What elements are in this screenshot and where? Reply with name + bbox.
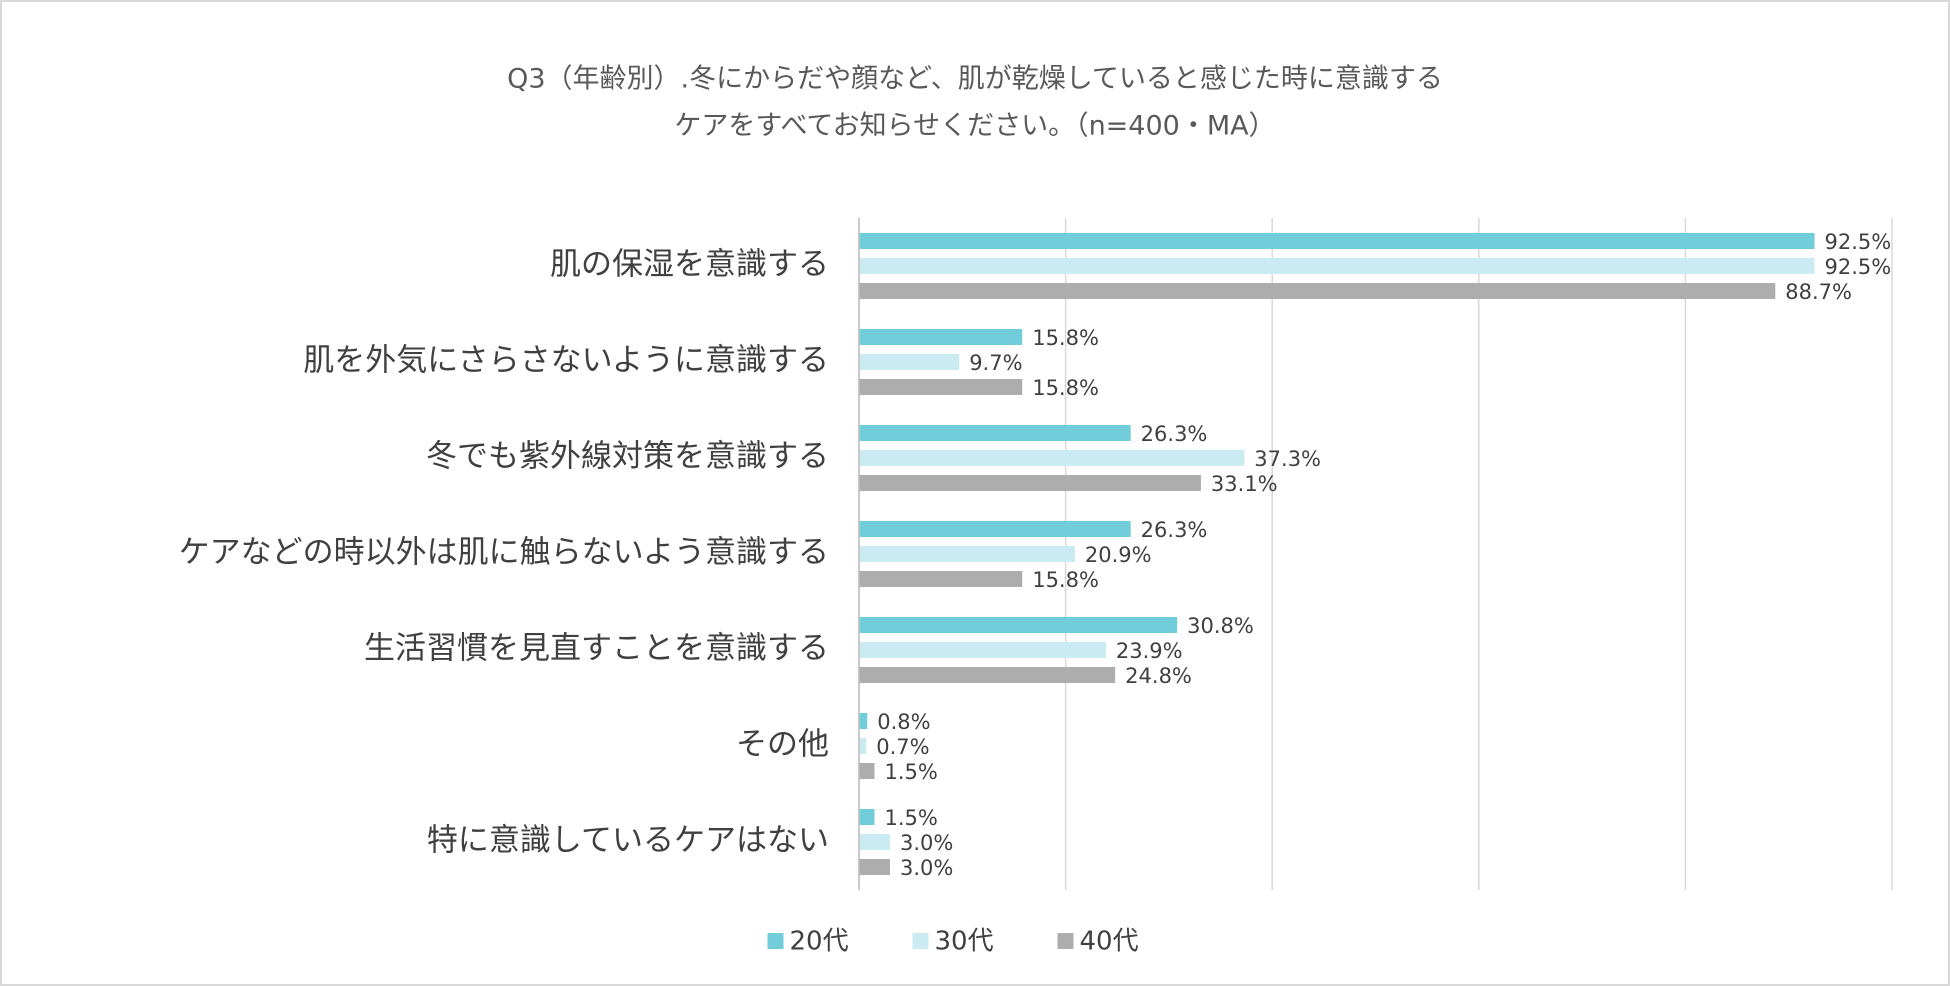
value-label: 0.8% [877, 710, 930, 734]
y-tick-label: 肌を外気にさらさないように意識する [303, 343, 829, 379]
value-label: 15.8% [1032, 376, 1099, 400]
value-label: 9.7% [969, 351, 1022, 375]
y-tick-label: 冬でも紫外線対策を意識する [426, 439, 829, 475]
value-label: 3.0% [900, 831, 953, 855]
y-tick-label: 特に意識しているケアはない [427, 823, 829, 859]
value-label: 37.3% [1254, 447, 1321, 471]
bar [859, 763, 875, 779]
legend-label: 40代 [1080, 927, 1139, 957]
bar [859, 258, 1815, 274]
value-label: 88.7% [1785, 280, 1852, 304]
bar [859, 667, 1116, 683]
bar [859, 379, 1023, 395]
value-label: 3.0% [900, 856, 953, 880]
value-label: 1.5% [884, 806, 937, 830]
y-tick-label: 肌の保湿を意識する [550, 247, 829, 283]
bar [859, 546, 1075, 562]
value-label: 24.8% [1125, 664, 1192, 688]
value-label: 33.1% [1211, 472, 1278, 496]
bar [859, 809, 875, 825]
legend-swatch [912, 933, 929, 949]
bar [859, 354, 960, 370]
value-label: 15.8% [1032, 568, 1099, 592]
value-label: 0.7% [876, 735, 929, 759]
bar [859, 713, 868, 729]
legend-swatch [1057, 933, 1074, 949]
value-label: 30.8% [1187, 614, 1254, 638]
bar [859, 617, 1178, 633]
bar [859, 521, 1131, 537]
chart-title: Q3（年齢別）.冬にからだや顔など、肌が乾燥していると感じた時に意識する [507, 64, 1443, 95]
bar [859, 642, 1106, 658]
legend-label: 20代 [790, 927, 849, 957]
value-label: 1.5% [884, 760, 937, 784]
bar [859, 738, 867, 754]
bar [859, 329, 1023, 345]
value-label: 92.5% [1825, 255, 1892, 279]
y-tick-label: 生活習慣を見直すことを意識する [364, 631, 829, 667]
bar [859, 233, 1815, 249]
bar [859, 834, 890, 850]
value-label: 20.9% [1085, 543, 1152, 567]
bar [859, 475, 1201, 491]
bar [859, 859, 890, 875]
y-tick-label: その他 [736, 727, 829, 763]
bar [859, 283, 1776, 299]
value-label: 92.5% [1825, 230, 1892, 254]
chart-title: ケアをすべてお知らせください。（n=400・MA） [674, 111, 1275, 142]
bar [859, 571, 1023, 587]
value-label: 26.3% [1141, 518, 1208, 542]
bar [859, 450, 1245, 466]
legend-swatch [767, 933, 784, 949]
legend-label: 30代 [935, 927, 994, 957]
value-label: 26.3% [1141, 422, 1208, 446]
bar [859, 425, 1131, 441]
value-label: 15.8% [1032, 326, 1099, 350]
value-label: 23.9% [1116, 639, 1183, 663]
y-tick-label: ケアなどの時以外は肌に触らないよう意識する [179, 535, 829, 571]
